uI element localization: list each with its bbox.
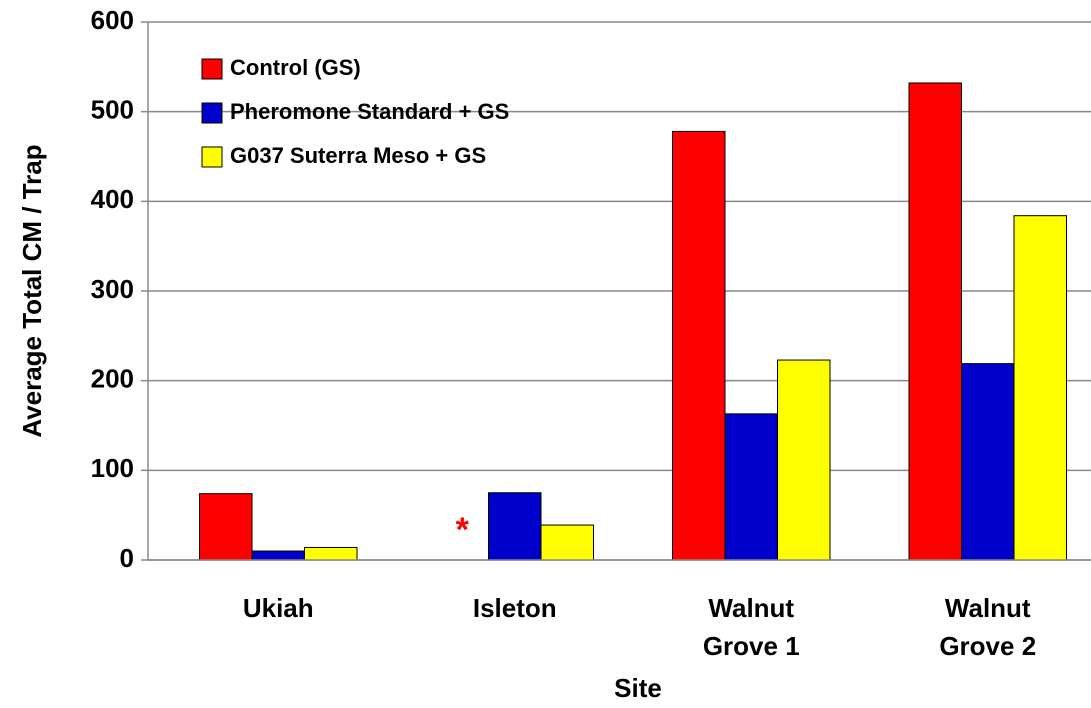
bar xyxy=(199,493,253,561)
y-tick-label: 0 xyxy=(120,543,134,573)
y-tick-label: 100 xyxy=(91,453,134,483)
y-tick-label: 500 xyxy=(91,95,134,125)
y-tick-label: 400 xyxy=(91,184,134,214)
bar xyxy=(672,130,726,561)
legend-swatch xyxy=(201,102,223,124)
y-tick-label: 600 xyxy=(91,5,134,35)
bar xyxy=(540,524,594,561)
x-tick-label: Walnut Grove 2 xyxy=(939,593,1036,661)
x-tick-label: Walnut Grove 1 xyxy=(703,593,800,661)
legend-label: Control (GS) xyxy=(230,55,361,80)
x-tick-label: Isleton xyxy=(473,593,557,623)
legend-swatch xyxy=(201,58,223,80)
x-tick-label: Ukiah xyxy=(243,593,314,623)
y-tick-label: 300 xyxy=(91,274,134,304)
annotation: * xyxy=(456,511,470,549)
y-axis-label: Average Total CM / Trap xyxy=(17,144,47,437)
x-axis-label: Site xyxy=(614,673,662,703)
bar xyxy=(488,492,542,561)
bar xyxy=(777,359,831,561)
bar xyxy=(251,550,305,561)
bar xyxy=(908,82,962,561)
legend-label: Pheromone Standard + GS xyxy=(230,99,509,124)
bar xyxy=(304,546,358,561)
bar xyxy=(961,363,1015,561)
legend-swatch xyxy=(201,146,223,168)
y-tick-label: 200 xyxy=(91,364,134,394)
bar xyxy=(724,413,778,561)
bar xyxy=(1013,215,1067,561)
legend-label: G037 Suterra Meso + GS xyxy=(230,143,486,168)
